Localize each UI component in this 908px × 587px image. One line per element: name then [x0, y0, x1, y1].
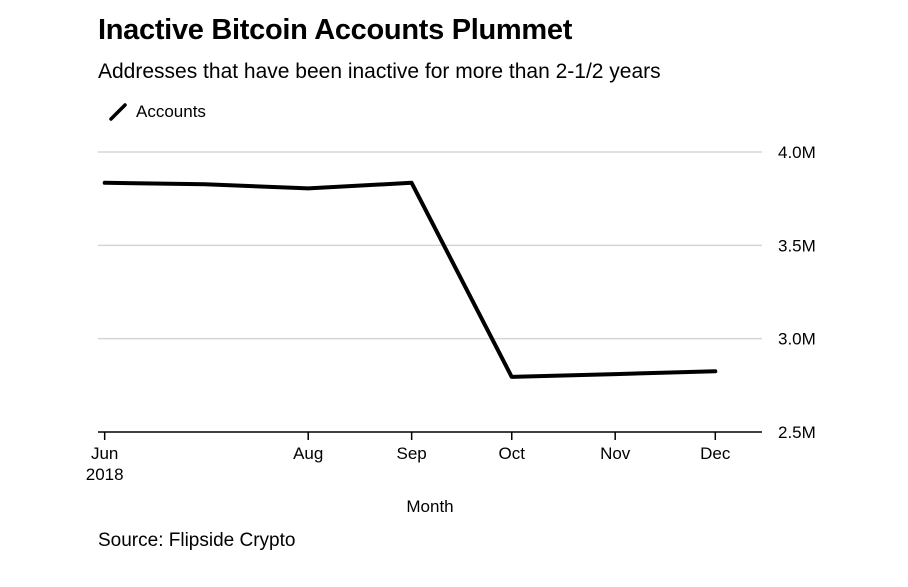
- x-axis-title: Month: [406, 497, 453, 516]
- x-axis-labels: Jun 2018 Aug Sep Oct Nov Dec: [86, 444, 731, 484]
- gridlines: [98, 151, 762, 340]
- series-line-accounts: [102, 180, 718, 379]
- x-tick-label: Dec: [700, 444, 731, 463]
- x-tick-label: Jun: [91, 444, 118, 463]
- x-axis: [98, 431, 762, 440]
- x-tick-label: Aug: [293, 444, 323, 463]
- series-lines: [102, 180, 718, 379]
- y-tick-label: 3.0M: [778, 330, 816, 349]
- y-tick-label: 2.5M: [778, 423, 816, 442]
- source-note: Source: Flipside Crypto: [98, 530, 296, 551]
- y-tick-label: 4.0M: [778, 143, 816, 162]
- x-tick-label: Sep: [397, 444, 427, 463]
- x-tick-label: Oct: [499, 444, 526, 463]
- x-tick-label: Nov: [600, 444, 631, 463]
- legend-label-accounts: Accounts: [136, 102, 206, 121]
- y-tick-label: 3.5M: [778, 236, 816, 255]
- x-tick-sublabel: 2018: [86, 465, 124, 484]
- chart-title: Inactive Bitcoin Accounts Plummet: [98, 14, 573, 46]
- legend: Accounts: [108, 101, 206, 123]
- legend-line-icon: [109, 103, 127, 121]
- y-axis-labels: 2.5M 3.0M 3.5M 4.0M: [778, 143, 816, 442]
- chart-subtitle: Addresses that have been inactive for mo…: [98, 60, 661, 83]
